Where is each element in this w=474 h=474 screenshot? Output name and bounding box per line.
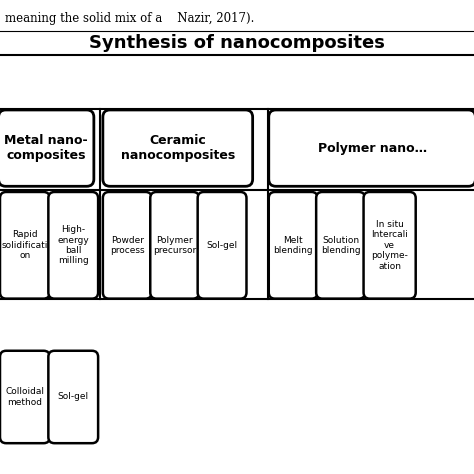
Text: Metal nano-
composites: Metal nano- composites [4,134,88,162]
FancyBboxPatch shape [364,192,416,299]
FancyBboxPatch shape [198,192,246,299]
Text: Colloidal
method: Colloidal method [5,387,45,407]
Text: Sol-gel: Sol-gel [58,392,89,401]
Text: Synthesis of nanocomposites: Synthesis of nanocomposites [89,34,385,52]
FancyBboxPatch shape [0,351,50,443]
FancyBboxPatch shape [48,192,98,299]
FancyBboxPatch shape [316,192,365,299]
Text: meaning the solid mix of a    Nazir, 2017).: meaning the solid mix of a Nazir, 2017). [5,12,254,25]
Text: Ceramic
nanocomposites: Ceramic nanocomposites [120,134,235,162]
FancyBboxPatch shape [48,351,98,443]
Text: Sol-gel: Sol-gel [207,241,237,250]
FancyBboxPatch shape [0,192,50,299]
Text: Powder
process: Powder process [110,236,145,255]
FancyBboxPatch shape [103,192,152,299]
Text: Polymer nano…: Polymer nano… [318,142,427,155]
Text: High-
energy
ball
milling: High- energy ball milling [57,225,89,265]
FancyBboxPatch shape [0,110,94,186]
FancyBboxPatch shape [269,192,318,299]
FancyBboxPatch shape [103,110,253,186]
Text: Solution
blending: Solution blending [321,236,360,255]
Text: Melt
blending: Melt blending [273,236,313,255]
Text: In situ
Intercali
ve
polyme-
ation: In situ Intercali ve polyme- ation [371,220,408,271]
Text: Rapid
solidificati
on: Rapid solidificati on [2,230,48,260]
Text: Polymer
precursor: Polymer precursor [153,236,196,255]
FancyBboxPatch shape [150,192,199,299]
FancyBboxPatch shape [269,110,474,186]
